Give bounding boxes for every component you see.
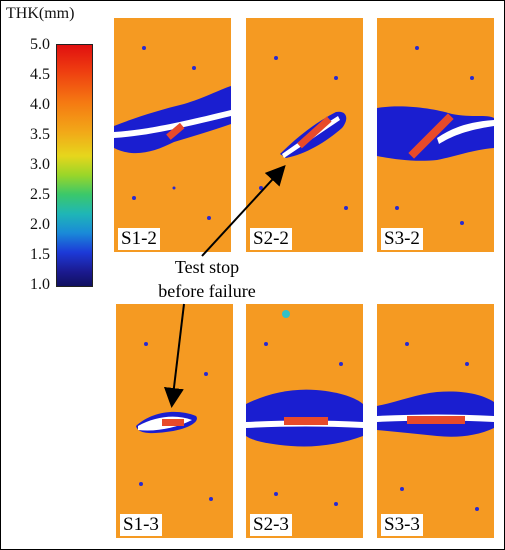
scale-tick: 2.5 [30, 186, 50, 203]
scale-tick: 1.5 [30, 246, 50, 263]
scale-title: THK(mm) [6, 5, 75, 22]
scale-tick: 5.0 [30, 36, 50, 53]
annotation-line-1: Test stop [171, 257, 243, 277]
specimen-panel-s3-3: S3-3 [377, 304, 494, 538]
panel-label: S1-2 [118, 228, 160, 250]
scale-tick: 4.5 [30, 66, 50, 83]
panel-label: S1-3 [120, 514, 162, 536]
arrow-to-s2-2 [201, 165, 286, 257]
specimen-panel-s2-2: S2-2 [246, 18, 363, 252]
annotation-text: Test stop before failure [112, 255, 302, 303]
scale-tick: 4.0 [30, 96, 50, 113]
annotation-line-2: before failure [158, 281, 256, 301]
thickness-colorbar [56, 44, 93, 287]
specimen-panel-s2-3: S2-3 [246, 304, 363, 538]
panel-label: S3-3 [381, 514, 423, 536]
panel-label: S3-2 [381, 228, 423, 250]
scale-tick: 3.5 [30, 126, 50, 143]
scale-tick: 3.0 [30, 156, 50, 173]
scale-tick: 2.0 [30, 216, 50, 233]
specimen-panel-s1-2: S1-2 [114, 18, 231, 252]
specimen-panel-s1-3: S1-3 [116, 304, 233, 538]
arrow-to-s1-3 [163, 303, 185, 408]
scale-tick: 1.0 [30, 276, 50, 293]
panel-label: S2-2 [250, 228, 292, 250]
panel-label: S2-3 [250, 514, 292, 536]
specimen-panel-s3-2: S3-2 [377, 18, 494, 252]
